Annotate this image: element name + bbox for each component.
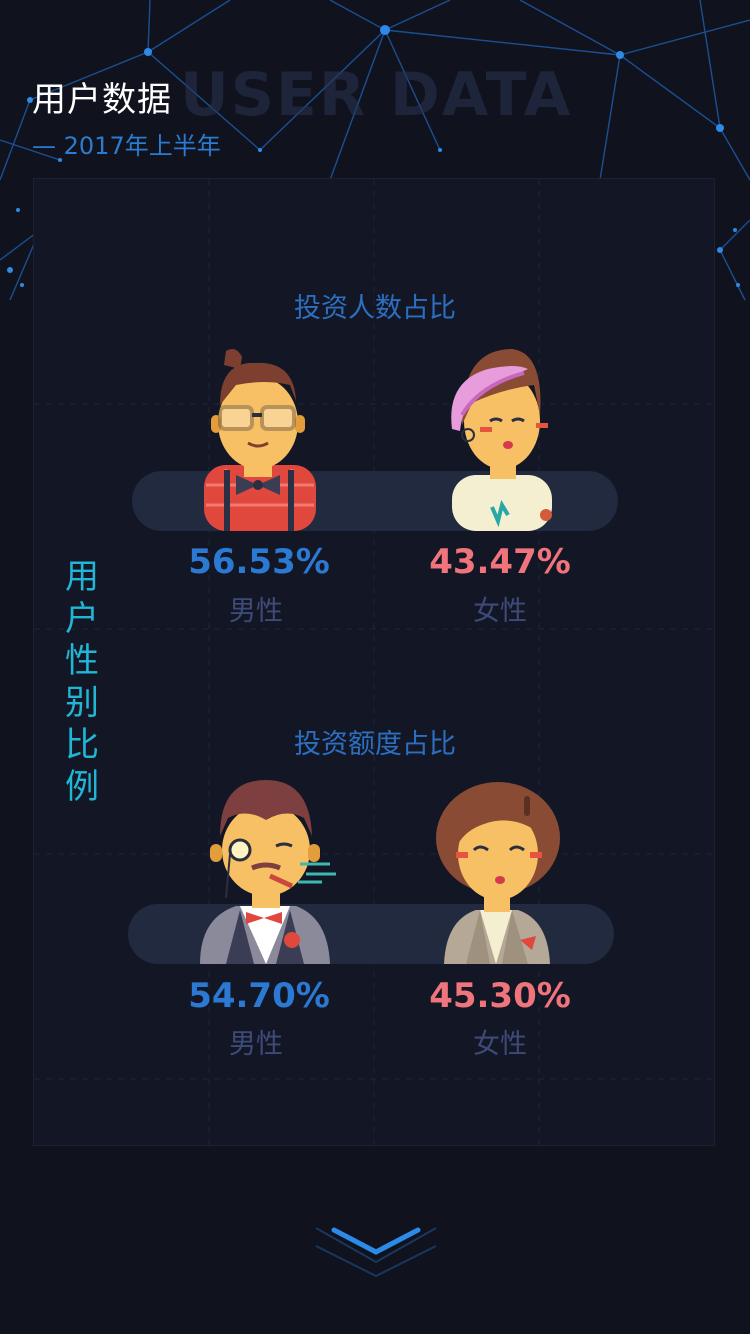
amount-male-percent: 54.70% (188, 976, 330, 1016)
amount-female-label: 女性 (473, 1029, 527, 1060)
investors-male-label: 男性 (229, 596, 283, 627)
vertical-title: 用户性别比例 (65, 557, 99, 807)
panel-grid (34, 179, 714, 1145)
header-background-text: USER DATA (180, 60, 573, 130)
investors-male-percent: 56.53% (188, 542, 330, 582)
section-title-investors: 投资人数占比 (294, 293, 456, 324)
male-hipster-avatar-icon (204, 349, 316, 531)
female-business-avatar-icon (436, 782, 560, 964)
male-gentleman-avatar-icon (200, 780, 336, 964)
amount-female-percent: 45.30% (429, 976, 571, 1016)
investors-female-label: 女性 (473, 596, 527, 627)
investors-female-percent: 43.47% (429, 542, 571, 582)
network-background (0, 0, 750, 301)
amount-male-label: 男性 (229, 1029, 283, 1060)
page-title: 用户数据 (32, 80, 172, 120)
scroll-down-chevron-icon[interactable] (314, 1220, 438, 1280)
page-subtitle: — 2017年上半年 (32, 132, 221, 160)
content-panel (33, 178, 715, 1146)
female-punk-avatar-icon (451, 349, 552, 531)
section-title-amount: 投资额度占比 (294, 729, 456, 760)
